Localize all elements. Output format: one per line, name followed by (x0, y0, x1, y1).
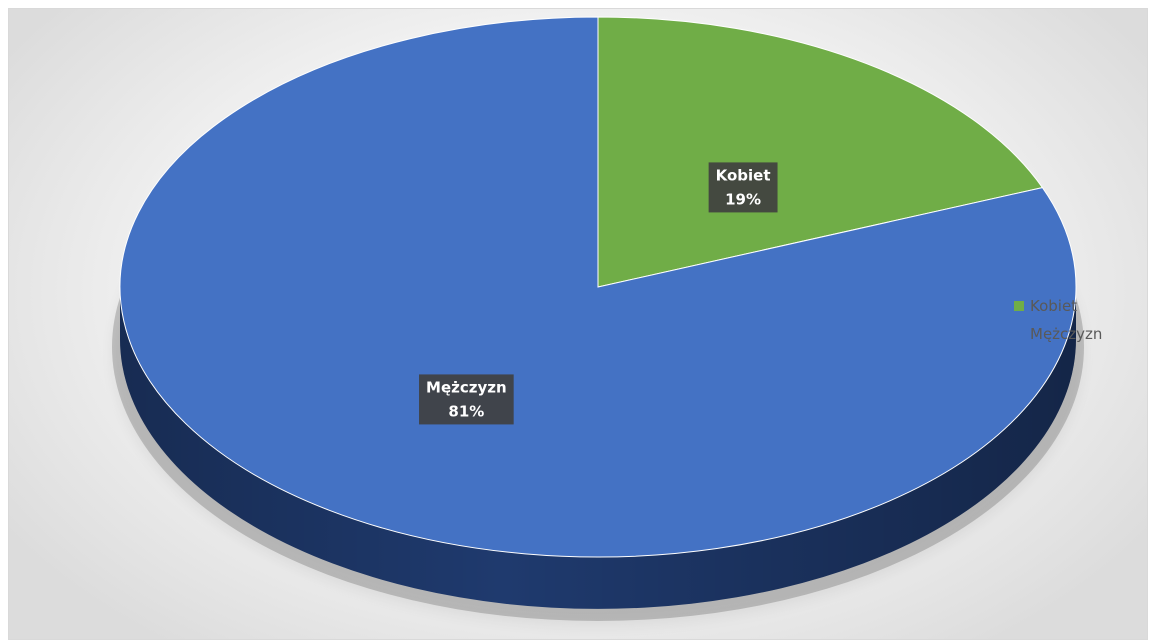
pie-side-shade-1 (120, 287, 1076, 609)
pie-sides (120, 287, 1076, 609)
legend-item-kobiet: Kobiet (1014, 294, 1102, 318)
data-label-category-1: Mężczyzn (426, 378, 507, 396)
legend-item-mezczyzn: Mężczyzn (1014, 322, 1102, 346)
data-label-value-0: 19% (725, 190, 761, 208)
legend: Kobiet Mężczyzn (1014, 294, 1102, 350)
legend-label-mezczyzn: Mężczyzn (1030, 325, 1103, 343)
pie-labels: Kobiet 19% Mężczyzn 81% (419, 162, 778, 425)
data-label-box-1 (419, 374, 514, 425)
data-label-0: Kobiet 19% (708, 162, 778, 213)
pie-slice-mężczyzn (119, 16, 1077, 558)
data-label-category-0: Kobiet (716, 166, 771, 184)
data-label-1: Mężczyzn 81% (419, 374, 514, 425)
pie-tops (119, 16, 1077, 558)
legend-swatch-kobiet (1014, 301, 1024, 311)
pie-slice-kobiet (597, 16, 1044, 288)
data-label-value-1: 81% (448, 402, 484, 420)
legend-swatch-mezczyzn (1014, 329, 1024, 339)
legend-label-kobiet: Kobiet (1030, 297, 1078, 315)
data-label-box-0 (708, 162, 778, 213)
